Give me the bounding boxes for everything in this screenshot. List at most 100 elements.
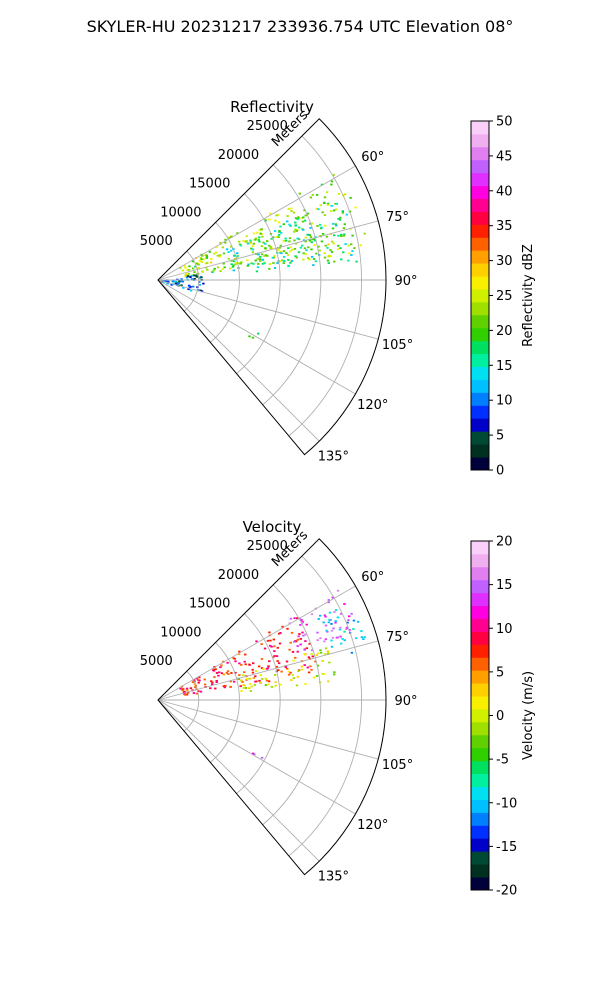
echo-gate — [200, 258, 203, 261]
echo-gate — [343, 603, 346, 605]
echo-gate — [298, 669, 301, 671]
echo-gate — [253, 684, 256, 686]
echo-gate — [264, 219, 267, 222]
colorbar-swatch — [471, 851, 489, 865]
echo-gate — [327, 243, 330, 246]
echo-gate — [304, 236, 307, 239]
colorbar-tick-label: 10 — [496, 622, 513, 637]
echo-gate — [276, 646, 279, 649]
echo-gate — [203, 683, 207, 686]
echo-gate — [260, 253, 264, 256]
colorbar-swatch — [471, 579, 489, 594]
echo-gate — [273, 255, 276, 257]
echo-gate — [194, 274, 198, 277]
echo-gate — [240, 261, 243, 264]
echo-gate — [238, 662, 241, 665]
echo-gate — [309, 227, 312, 229]
echo-gate — [326, 204, 330, 206]
echo-gate — [289, 617, 293, 620]
echo-gate — [304, 640, 307, 642]
echo-gate — [258, 240, 261, 243]
azimuth-tick-label: 75° — [386, 210, 409, 225]
echo-gate — [304, 633, 307, 636]
echo-gate — [185, 687, 189, 690]
echo-gate — [307, 656, 311, 659]
echo-gate — [166, 280, 169, 283]
echo-gate — [316, 652, 320, 655]
echo-gate — [214, 687, 217, 690]
colorbar-swatch — [471, 605, 489, 619]
echo-gate — [298, 226, 301, 229]
echo-gate — [279, 250, 283, 253]
echo-gate — [320, 226, 323, 229]
echo-gate — [271, 656, 275, 659]
colorbar-tick-label: 0 — [496, 464, 504, 479]
echo-gate — [323, 196, 327, 199]
echo-gate — [300, 217, 303, 220]
azimuth-tick-label: 135° — [318, 449, 349, 464]
echo-gate — [333, 611, 336, 613]
azimuth-tick-label: 120° — [357, 818, 388, 833]
echo-gate — [343, 233, 346, 236]
echo-gate — [288, 240, 291, 243]
echo-gate — [331, 636, 335, 639]
colorbar-swatch — [471, 812, 489, 826]
echo-gate — [337, 234, 340, 237]
echo-gate — [282, 250, 286, 252]
echo-gate — [274, 684, 277, 687]
echo-gate — [325, 191, 329, 194]
echo-gate — [255, 640, 258, 643]
echo-gate — [251, 248, 255, 251]
echo-gate — [290, 210, 293, 212]
echo-gate — [319, 614, 322, 617]
echo-gate — [298, 192, 301, 195]
echo-gate — [312, 238, 316, 241]
echo-gate — [193, 274, 196, 277]
echo-gate — [257, 665, 261, 668]
echo-gate — [330, 639, 333, 642]
echo-gate — [269, 212, 272, 215]
echo-gate — [261, 235, 264, 238]
echo-gate — [233, 260, 236, 263]
echo-gate — [294, 640, 298, 643]
echo-gate — [346, 621, 349, 624]
echo-gate — [338, 218, 342, 221]
echo-gate — [230, 263, 233, 266]
echo-gate — [345, 213, 348, 216]
echo-gate — [270, 247, 274, 250]
colorbar-tick-label: 15 — [496, 578, 513, 593]
colorbar-tick-label: 40 — [496, 184, 513, 199]
echo-gate — [183, 690, 186, 693]
echo-gate — [252, 232, 256, 235]
echo-gate — [260, 643, 263, 645]
colorbar-swatch — [471, 289, 489, 303]
echo-gate — [327, 601, 330, 604]
echo-gate — [205, 257, 208, 259]
echo-gate — [263, 262, 266, 265]
echo-gate — [227, 673, 230, 675]
echo-gate — [190, 274, 194, 277]
echo-gate — [268, 631, 271, 634]
echo-gate — [302, 228, 305, 231]
echo-gate — [323, 252, 326, 255]
echo-gate — [172, 280, 175, 283]
echo-gate — [325, 235, 329, 238]
echo-gate — [330, 205, 333, 207]
echo-gate — [299, 643, 302, 646]
azimuth-tick-label: 75° — [386, 630, 409, 645]
colorbar-label: Velocity (m/s) — [521, 671, 536, 760]
echo-gate — [268, 218, 271, 221]
colorbar-swatch — [471, 121, 489, 135]
echo-gate — [319, 651, 323, 654]
echo-gate — [214, 251, 218, 254]
echo-gate — [314, 260, 318, 263]
echo-gate — [352, 619, 356, 622]
echo-gate — [319, 649, 322, 652]
echo-gate — [322, 621, 325, 624]
echo-gate — [308, 234, 311, 236]
echo-gate — [319, 637, 322, 640]
echo-gate — [296, 229, 299, 231]
echo-gate — [290, 631, 294, 634]
echo-gate — [330, 180, 334, 183]
echo-gate — [316, 664, 320, 667]
